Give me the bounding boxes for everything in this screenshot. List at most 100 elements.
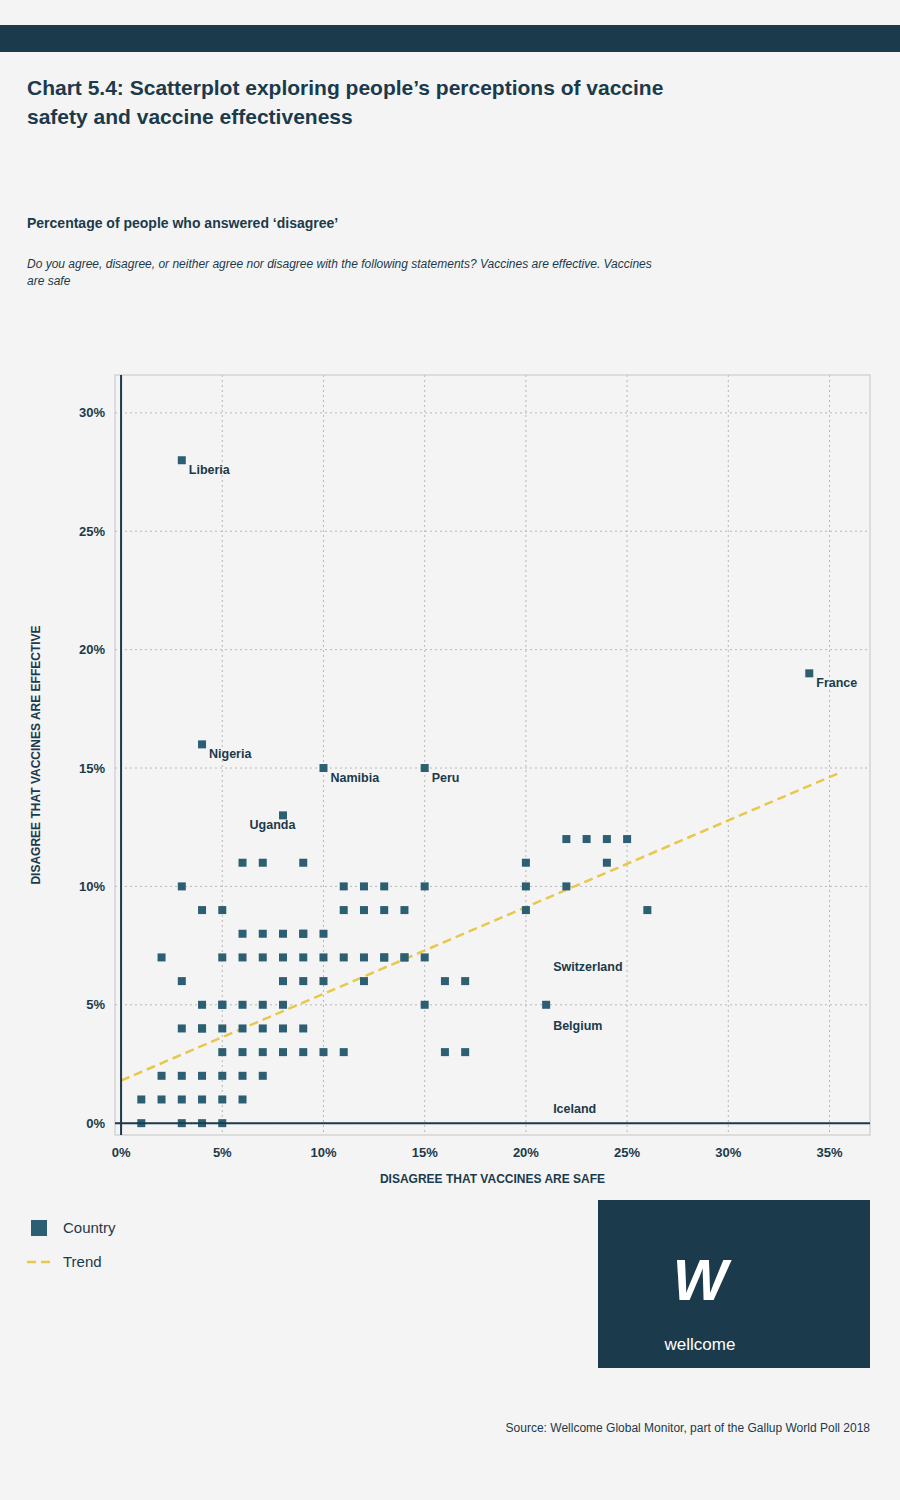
point [441, 1048, 449, 1056]
point [299, 977, 307, 985]
point [360, 906, 368, 914]
y-tick-label: 10% [79, 879, 105, 894]
point [623, 835, 631, 843]
country-label: Belgium [553, 1019, 602, 1033]
point [259, 953, 267, 961]
point [279, 1001, 287, 1009]
y-tick-label: 15% [79, 761, 105, 776]
caption-line: are safe [27, 274, 71, 288]
title: Chart 5.4: Scatterplot exploring people’… [27, 76, 663, 128]
x-tick-label: 10% [310, 1145, 336, 1160]
point [178, 977, 186, 985]
point [218, 953, 226, 961]
point [461, 977, 469, 985]
point [360, 882, 368, 890]
point [279, 953, 287, 961]
zero-line-x [120, 375, 122, 1135]
point [400, 953, 408, 961]
country-label: Namibia [330, 771, 380, 785]
point [380, 953, 388, 961]
country-label: Iceland [553, 1102, 596, 1116]
point [259, 1024, 267, 1032]
background [0, 0, 900, 1500]
point [643, 906, 651, 914]
point [542, 1001, 550, 1009]
point [239, 1001, 247, 1009]
point [178, 882, 186, 890]
grid [115, 375, 870, 1135]
point [562, 882, 570, 890]
x-tick-label: 5% [213, 1145, 232, 1160]
point [218, 1024, 226, 1032]
point [239, 1072, 247, 1080]
plot-data [121, 456, 840, 1127]
caption: Do you agree, disagree, or neither agree… [27, 257, 652, 288]
point [279, 1024, 287, 1032]
title-line: Chart 5.4: Scatterplot exploring people’… [27, 76, 663, 99]
grid-line-x [323, 375, 324, 1135]
point [299, 859, 307, 867]
point [137, 1095, 145, 1103]
point [400, 953, 408, 961]
point [198, 1001, 206, 1009]
y-tick-label: 5% [86, 997, 105, 1012]
point [198, 1024, 206, 1032]
point [218, 1072, 226, 1080]
point [198, 740, 206, 748]
grid-line-x [424, 375, 425, 1135]
point [299, 1024, 307, 1032]
trend-line [121, 773, 840, 1081]
point [421, 882, 429, 890]
point [259, 930, 267, 938]
point [522, 906, 530, 914]
logo-text: wellcome [664, 1335, 736, 1354]
x-tick-label: 35% [817, 1145, 843, 1160]
point [319, 953, 327, 961]
source: Source: Wellcome Global Monitor, part of… [506, 1421, 871, 1435]
grid-line-y [115, 768, 870, 769]
point [805, 669, 813, 677]
point [198, 1024, 206, 1032]
point [522, 859, 530, 867]
x-tick-label: 15% [412, 1145, 438, 1160]
point [259, 1001, 267, 1009]
grid-line-y [115, 886, 870, 887]
y-tick-label: 30% [79, 405, 105, 420]
point [279, 977, 287, 985]
grid-line-x [829, 375, 830, 1135]
grid-line-y [115, 649, 870, 650]
x-axis-label: DISAGREE THAT VACCINES ARE SAFE [380, 1172, 605, 1186]
point [218, 1048, 226, 1056]
point [158, 1072, 166, 1080]
point [380, 953, 388, 961]
point [259, 859, 267, 867]
point [218, 1001, 226, 1009]
grid-line-y [115, 531, 870, 532]
point [319, 764, 327, 772]
legend: CountryTrend [27, 1219, 116, 1270]
legend-swatch [31, 1220, 47, 1236]
point [583, 835, 591, 843]
point [603, 835, 611, 843]
country-label: Liberia [189, 463, 231, 477]
point [340, 953, 348, 961]
point [239, 1024, 247, 1032]
point [319, 1048, 327, 1056]
point [178, 1095, 186, 1103]
legend-line [27, 1261, 51, 1264]
grid-line-y [115, 1123, 870, 1124]
point [421, 953, 429, 961]
grid-line-x [121, 375, 122, 1135]
header-bar [0, 25, 900, 52]
x-tick-label: 0% [112, 1145, 131, 1160]
point [441, 977, 449, 985]
y-tick-label: 20% [79, 642, 105, 657]
point [522, 882, 530, 890]
logo-mark: W [673, 1247, 732, 1312]
point [178, 1072, 186, 1080]
point [461, 1048, 469, 1056]
point [603, 859, 611, 867]
point [299, 930, 307, 938]
point [360, 977, 368, 985]
point [198, 1095, 206, 1103]
